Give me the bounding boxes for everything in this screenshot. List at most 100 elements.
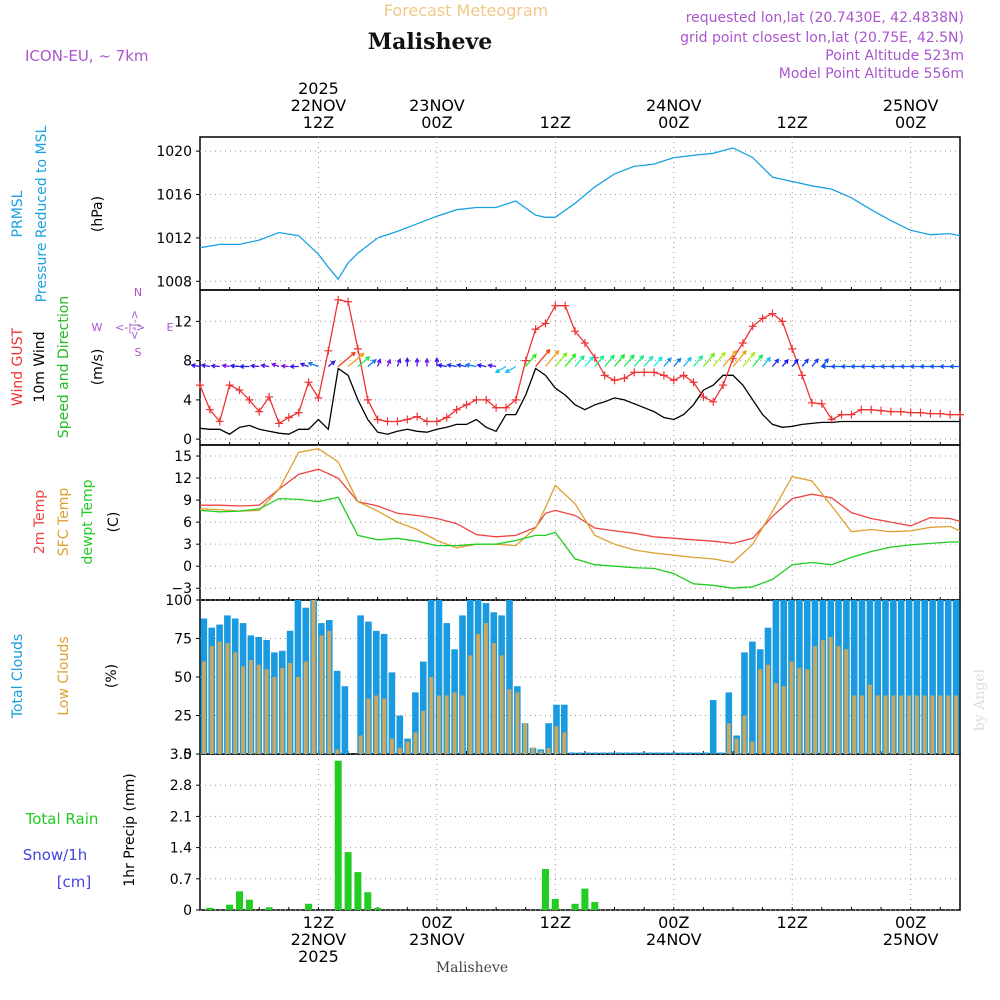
wind-arrow: [574, 354, 585, 367]
gust-marker: [906, 408, 915, 417]
gust-marker: [817, 399, 826, 408]
gust-marker: [659, 371, 668, 380]
wind-arrow: [869, 364, 881, 369]
requested-coords: requested lon,lat (20.7430E, 42.4838N): [686, 10, 964, 26]
y-axis-label: PRMSL: [10, 190, 26, 237]
gust-marker: [679, 371, 688, 380]
wind-arrow: [455, 362, 467, 368]
panel-frame-precip: [199, 753, 961, 911]
gust-marker: [709, 397, 718, 406]
gust-marker: [650, 368, 659, 377]
total-cloud-bar: [890, 600, 897, 754]
wind-arrow: [436, 363, 447, 369]
wind-arrow: [732, 349, 747, 367]
low-cloud-bar: [413, 732, 418, 754]
total-cloud-bar: [380, 633, 388, 754]
precip-bar: [581, 888, 589, 910]
total-cloud-bar: [874, 600, 881, 754]
low-cloud-bar: [781, 686, 786, 754]
gust-marker: [798, 371, 807, 380]
total-cloud-bar: [952, 600, 960, 754]
wind-arrow: [367, 358, 377, 367]
low-cloud-bar: [374, 695, 379, 754]
total-cloud-bar: [929, 600, 936, 754]
total-cloud-bar: [420, 661, 427, 754]
wind-arrow: [504, 365, 517, 373]
watermark: by Angel: [972, 668, 988, 731]
gust-marker: [344, 297, 353, 306]
total-cloud-bar: [647, 752, 654, 754]
pressure-line: [199, 147, 961, 281]
gust-marker: [492, 403, 501, 412]
wind-arrow: [948, 364, 960, 369]
wind-arrow: [584, 355, 594, 367]
low-cloud-bar: [296, 677, 300, 754]
low-cloud-bar: [907, 695, 911, 754]
wind-arrow: [327, 360, 336, 367]
wind-speed-line: [199, 367, 960, 435]
precip-bar: [265, 907, 273, 910]
temp-sfc-line: [199, 448, 961, 564]
wind-arrow: [357, 356, 371, 367]
wind-arrow: [434, 356, 440, 367]
total-cloud-bar: [365, 621, 372, 754]
wind-arrow: [653, 356, 663, 367]
total-cloud-bar: [639, 752, 646, 754]
gust-marker: [580, 338, 589, 347]
precip-bar: [344, 852, 352, 910]
low-cloud-bar: [515, 692, 520, 754]
y-tick-label: 9: [183, 493, 192, 509]
gust-marker: [620, 374, 629, 383]
gust-marker: [561, 301, 570, 310]
y-axis-label: Total Clouds: [10, 634, 26, 719]
precip-bar: [236, 891, 243, 910]
low-cloud-bar: [554, 726, 559, 754]
wind-arrow: [464, 362, 477, 368]
low-cloud-bar: [828, 637, 833, 754]
y-tick-label: 0: [183, 432, 192, 448]
low-cloud-bar: [444, 695, 449, 754]
precip-bar: [206, 907, 214, 910]
grid-point-coords: grid point closest lon,lat (20.75E, 42.5…: [680, 30, 964, 46]
wind-arrow: [545, 349, 560, 367]
top-time-label: 2025: [298, 79, 339, 98]
wind-arrow: [928, 364, 941, 369]
low-cloud-bar: [954, 695, 958, 754]
low-cloud-bar: [930, 695, 935, 754]
precip-bar: [245, 899, 253, 910]
wind-arrow: [830, 364, 842, 369]
wind-arrow: [683, 356, 692, 367]
low-cloud-bar: [813, 646, 817, 754]
low-cloud-bar: [233, 652, 238, 754]
low-cloud-bar: [272, 677, 277, 754]
y-tick-label: 1.4: [170, 841, 192, 857]
wind-arrow: [899, 364, 911, 369]
low-cloud-bar: [484, 623, 488, 754]
gust-marker: [669, 376, 678, 385]
wind-arrow: [525, 353, 537, 367]
low-cloud-bar: [891, 695, 896, 754]
precip-bar: [571, 903, 579, 910]
total-cloud-bar: [670, 752, 678, 754]
total-cloud-bar: [615, 752, 623, 754]
low-cloud-bar: [382, 698, 387, 754]
y-tick-label: 4: [183, 393, 192, 409]
gust-marker: [630, 368, 639, 377]
wind-arrow: [673, 357, 682, 367]
gust-marker: [373, 415, 382, 424]
precip-bar: [226, 904, 234, 910]
wind-arrow: [623, 354, 635, 367]
gust-marker: [640, 368, 649, 377]
y-tick-label: 0: [183, 559, 192, 575]
dewpoint-line: [199, 496, 960, 589]
y-axis-label: 2m Temp: [32, 490, 48, 554]
gust-marker: [501, 403, 510, 412]
low-cloud-bar: [914, 695, 919, 754]
low-cloud-bar: [288, 663, 292, 754]
total-cloud-bar: [882, 600, 889, 754]
low-cloud-bar: [460, 695, 465, 754]
total-cloud-bar: [600, 752, 607, 754]
y-axis-label-snow: Snow/1h: [23, 846, 88, 864]
gust-marker: [778, 317, 787, 326]
wind-arrow: [752, 354, 764, 367]
